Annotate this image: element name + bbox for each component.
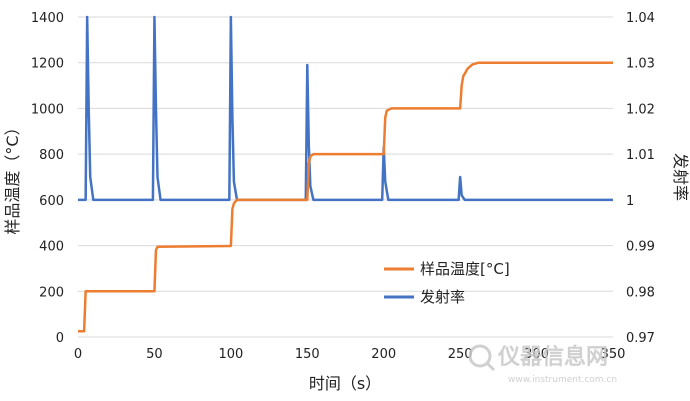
legend: 样品温度[°C] 发射率 — [384, 260, 510, 306]
y-left-axis-title: 样品温度（°C） — [3, 119, 22, 234]
x-tick-label: 250 — [448, 347, 473, 362]
x-tick-label: 350 — [601, 347, 626, 362]
y-right-tick-label: 0.99 — [626, 240, 655, 255]
legend-label-temperature: 样品温度[°C] — [420, 260, 510, 278]
y-left-tick-label: 1000 — [31, 102, 64, 117]
x-tick-label: 100 — [218, 347, 243, 362]
series-line-emissivity — [78, 15, 613, 202]
x-tick-label: 300 — [524, 347, 549, 362]
y-right-tick-label: 1.02 — [626, 102, 655, 117]
x-axis-title: 时间（s） — [309, 374, 381, 393]
y-right-tick-label: 1 — [626, 194, 634, 209]
y-right-tick-label: 1.01 — [626, 148, 655, 163]
watermark: 仪器信息网 www.instrument.com.cn — [468, 344, 617, 385]
legend-label-emissivity: 发射率 — [420, 288, 465, 306]
y-left-tick-label: 200 — [39, 285, 64, 300]
watermark-logo-icon — [468, 344, 492, 368]
y-right-tick-label: 1.03 — [626, 57, 655, 72]
watermark-en: www.instrument.com.cn — [508, 375, 617, 385]
y-right-tick-label: 0.97 — [626, 331, 655, 346]
y-left-tick-label: 1400 — [31, 11, 64, 26]
watermark-logo-handle — [485, 361, 496, 372]
y-left-tick-label: 600 — [39, 194, 64, 209]
y-left-tick-label: 1200 — [31, 57, 64, 72]
series-layer — [78, 15, 613, 333]
watermark-cn: 仪器信息网 — [497, 344, 608, 370]
x-tick-label: 50 — [146, 347, 163, 362]
y-right-tick-labels: 0.97 0.98 0.99 1 1.01 1.02 1.03 1.04 — [626, 11, 655, 346]
y-left-tick-label: 800 — [39, 148, 64, 163]
x-tick-label: 200 — [371, 347, 396, 362]
series-line-temperature — [78, 61, 613, 333]
x-tick-label: 0 — [74, 347, 82, 362]
y-right-tick-label: 0.98 — [626, 285, 655, 300]
y-left-tick-labels: 0 200 400 600 800 1000 1200 1400 — [31, 11, 64, 346]
y-right-tick-label: 1.04 — [626, 11, 655, 26]
y-left-tick-label: 400 — [39, 240, 64, 255]
y-right-axis-title: 发射率 — [671, 153, 690, 201]
x-tick-labels: 0 50 100 150 200 250 300 350 — [74, 347, 626, 362]
y-left-tick-label: 0 — [56, 331, 64, 346]
x-tick-label: 150 — [295, 347, 320, 362]
